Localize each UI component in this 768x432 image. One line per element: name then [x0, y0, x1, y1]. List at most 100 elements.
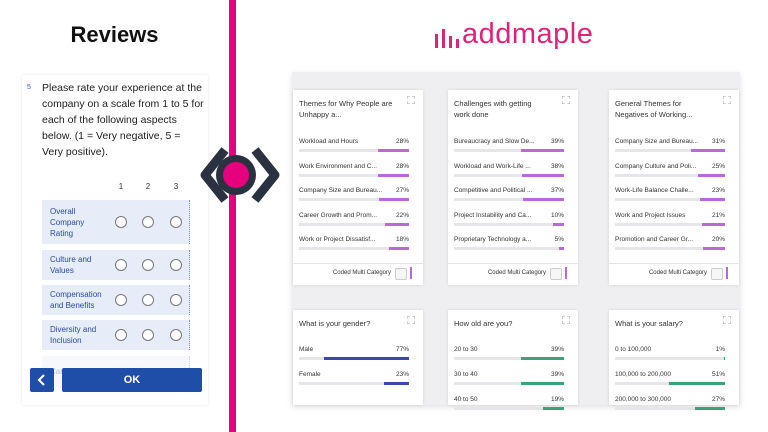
expand-glyph — [722, 315, 732, 325]
bar-track — [615, 149, 725, 152]
bar-track — [299, 149, 409, 152]
item-label: Competitive and Political ... — [454, 187, 533, 194]
bar — [543, 407, 564, 410]
bar-track — [454, 198, 564, 201]
scale-label: 1 — [118, 182, 124, 191]
item-label: Career Growth and Prom... — [299, 211, 378, 219]
item-value: 39% — [550, 346, 564, 353]
item-label: Promotion and Career Gr... — [615, 236, 694, 243]
item-label: 30 to 40 — [454, 371, 478, 378]
bar-track — [454, 173, 564, 177]
bar — [723, 357, 725, 360]
radio[interactable] — [142, 259, 154, 271]
item-label: Workload and Hours — [299, 138, 359, 145]
item-label: Company Size and Bureau... — [299, 187, 383, 194]
ok-button[interactable]: OK — [62, 368, 202, 392]
tag-icon[interactable] — [711, 268, 723, 280]
radio[interactable] — [115, 216, 127, 228]
logo-text: addmaple — [462, 18, 594, 50]
bar — [378, 173, 409, 177]
row-label: Compensation and Benefits — [50, 290, 102, 310]
scale-label: 3 — [173, 182, 179, 191]
item-label: 20 to 30 — [454, 346, 478, 353]
bar — [558, 247, 564, 250]
item-value: 21% — [711, 211, 725, 219]
expand-glyph — [722, 95, 732, 105]
item-value: 39% — [550, 371, 564, 378]
question-text: Please rate your experience at the compa… — [42, 82, 204, 158]
item-value: 37% — [550, 187, 564, 194]
expand-glyph — [561, 95, 571, 105]
bar — [379, 198, 409, 201]
item-label: Female — [299, 371, 321, 378]
item-value: 23% — [395, 371, 409, 378]
radio[interactable] — [115, 294, 127, 306]
radio[interactable] — [170, 329, 182, 341]
radio[interactable] — [170, 294, 182, 306]
expand-glyph — [406, 95, 416, 105]
back-button[interactable] — [30, 368, 54, 392]
bar-track — [299, 222, 409, 226]
bar-track — [454, 149, 564, 152]
bar — [521, 357, 564, 360]
footer-label: Coded Multi Category — [332, 270, 391, 276]
bar — [553, 222, 564, 226]
item-label: Proprietary Technology a... — [454, 236, 532, 243]
expand-icon — [561, 95, 571, 106]
bar — [324, 357, 409, 360]
radio[interactable] — [142, 329, 154, 341]
bar-track — [615, 198, 725, 201]
bar — [690, 149, 725, 152]
expand-glyph — [406, 315, 416, 325]
radio[interactable] — [115, 329, 127, 341]
radio[interactable] — [170, 216, 182, 228]
bar — [695, 407, 725, 410]
row-label: Diversity and Inclusion — [50, 325, 97, 345]
expand-icon — [561, 315, 571, 326]
logo-icon — [435, 29, 459, 48]
item-label: Workload and Work-Life ... — [454, 162, 531, 170]
tag-icon[interactable] — [395, 268, 407, 280]
item-value: 28% — [395, 138, 409, 145]
footer-accent — [726, 267, 728, 279]
bar — [383, 382, 409, 385]
bar — [389, 247, 409, 250]
item-label: Company Culture and Poli... — [615, 162, 697, 170]
item-value: 28% — [395, 162, 409, 170]
item-label: Company Size and Bureau... — [615, 138, 699, 145]
bar — [523, 198, 564, 201]
connector-icon — [200, 147, 280, 203]
item-value: 10% — [550, 211, 564, 219]
item-value: 20% — [711, 236, 725, 243]
item-label: 200,000 to 300,000 — [615, 396, 672, 403]
card-title: Themes for Why People are Unhappy a... — [299, 99, 393, 119]
radio[interactable] — [115, 259, 127, 271]
item-value: 22% — [395, 211, 409, 219]
radio[interactable] — [170, 259, 182, 271]
bar-track — [454, 222, 564, 226]
footer-accent — [410, 267, 412, 279]
item-label: Work or Project Dissatisf... — [299, 236, 376, 243]
tag-icon[interactable] — [550, 268, 562, 280]
bar-track — [615, 247, 725, 250]
bar-track — [299, 247, 409, 250]
bar-track — [615, 222, 725, 226]
radio[interactable] — [142, 294, 154, 306]
item-value: 39% — [550, 138, 564, 145]
bar-track — [615, 357, 725, 360]
question-number: 5 — [27, 84, 31, 91]
footer-label: Coded Multi Category — [487, 270, 546, 276]
bar — [697, 173, 725, 177]
item-value: 1% — [715, 346, 725, 353]
item-label: Work and Project Issues — [615, 211, 686, 219]
item-label: 0 to 100,000 — [615, 346, 652, 353]
item-value: 18% — [395, 236, 409, 243]
bar — [699, 198, 725, 201]
bar-track — [454, 357, 564, 360]
bar — [703, 247, 725, 250]
back-icon — [37, 374, 45, 386]
item-value: 23% — [711, 187, 725, 194]
radio[interactable] — [142, 216, 154, 228]
bar — [522, 173, 564, 177]
